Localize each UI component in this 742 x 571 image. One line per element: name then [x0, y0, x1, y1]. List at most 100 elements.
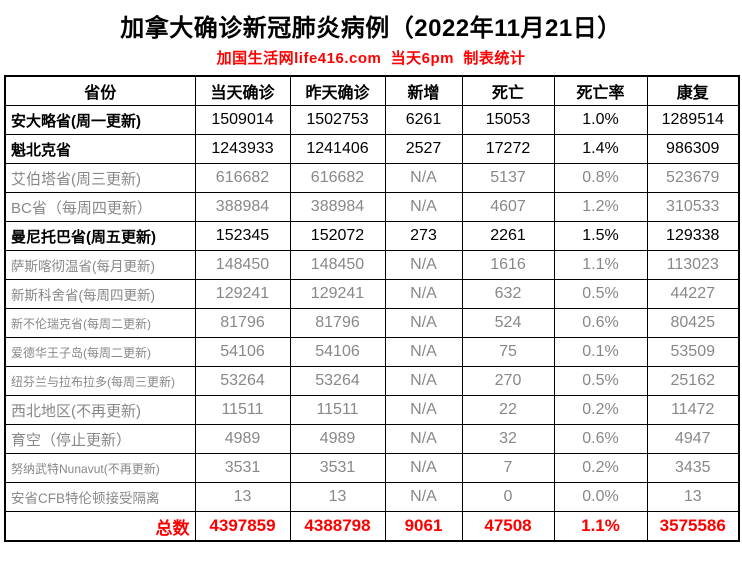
- table-row: BC省（每周四更新） 388984 388984 N/A 4607 1.2% 310533: [4, 192, 740, 222]
- value-cell: 0.2%: [553, 453, 648, 483]
- table-row: 魁北克省 1243933 1241406 2527 17272 1.4% 986309: [4, 134, 740, 164]
- province-cell: 总数: [4, 511, 196, 542]
- value-cell: 1502753: [289, 105, 386, 135]
- value-cell: 0.5%: [553, 279, 648, 309]
- province-cell: 爱德华王子岛(每周二更新): [4, 337, 196, 367]
- value-cell: 129241: [194, 279, 291, 309]
- table-header-row: 省份 当天确诊 昨天确诊 新增 死亡 死亡率 康复: [4, 75, 740, 106]
- value-cell: 148450: [194, 250, 291, 280]
- value-cell: 11511: [289, 395, 386, 425]
- table-row: 努纳武特Nunavut(不再更新) 3531 3531 N/A 7 0.2% 3435: [4, 453, 740, 483]
- province-cell: 安大略省(周一更新): [4, 105, 196, 135]
- value-cell: 986309: [646, 134, 740, 164]
- value-cell: 1509014: [194, 105, 291, 135]
- table-row: 曼尼托巴省(周五更新) 152345 152072 273 2261 1.5% 129338: [4, 221, 740, 251]
- value-cell: 4397859: [194, 511, 291, 542]
- value-cell: 3531: [194, 453, 291, 483]
- value-cell: 5137: [461, 163, 555, 193]
- province-cell: 魁北克省: [4, 134, 196, 164]
- column-header-1: 当天确诊: [194, 75, 291, 106]
- value-cell: 4989: [289, 424, 386, 454]
- value-cell: 0.8%: [553, 163, 648, 193]
- value-cell: 1.5%: [553, 221, 648, 251]
- column-header-4: 死亡: [461, 75, 555, 106]
- value-cell: 616682: [194, 163, 291, 193]
- value-cell: N/A: [384, 337, 463, 367]
- value-cell: 80425: [646, 308, 740, 338]
- column-header-2: 昨天确诊: [289, 75, 386, 106]
- value-cell: 0: [461, 482, 555, 512]
- value-cell: 13: [194, 482, 291, 512]
- table-row: 西北地区(不再更新) 11511 11511 N/A 22 0.2% 11472: [4, 395, 740, 425]
- value-cell: 3575586: [646, 511, 740, 542]
- table-row: 育空（停止更新） 4989 4989 N/A 32 0.6% 4947: [4, 424, 740, 454]
- table-row: 安大略省(周一更新) 1509014 1502753 6261 15053 1.0% 128…: [4, 105, 740, 135]
- value-cell: N/A: [384, 453, 463, 483]
- table-row: 萨斯喀彻温省(每月更新) 148450 148450 N/A 1616 1.1% 11302…: [4, 250, 740, 280]
- value-cell: 1.4%: [553, 134, 648, 164]
- province-cell: 安省CFB特伦顿接受隔离: [4, 482, 196, 512]
- column-header-0: 省份: [4, 75, 196, 106]
- province-cell: BC省（每周四更新）: [4, 192, 196, 222]
- value-cell: 11511: [194, 395, 291, 425]
- value-cell: 129338: [646, 221, 740, 251]
- value-cell: 13: [646, 482, 740, 512]
- value-cell: 25162: [646, 366, 740, 396]
- value-cell: 44227: [646, 279, 740, 309]
- value-cell: 1.1%: [553, 250, 648, 280]
- value-cell: 6261: [384, 105, 463, 135]
- value-cell: 53509: [646, 337, 740, 367]
- value-cell: 47508: [461, 511, 555, 542]
- value-cell: 1616: [461, 250, 555, 280]
- value-cell: N/A: [384, 366, 463, 396]
- value-cell: N/A: [384, 482, 463, 512]
- table-row: 艾伯塔省(周三更新) 616682 616682 N/A 5137 0.8% 523679: [4, 163, 740, 193]
- value-cell: 4947: [646, 424, 740, 454]
- total-row: 总数 4397859 4388798 9061 47508 1.1% 3575586: [4, 511, 740, 542]
- value-cell: 0.0%: [553, 482, 648, 512]
- value-cell: 388984: [194, 192, 291, 222]
- table-row: 纽芬兰与拉布拉多(每周三更新) 53264 53264 N/A 270 0.5% 25162: [4, 366, 740, 396]
- value-cell: 1241406: [289, 134, 386, 164]
- value-cell: 4989: [194, 424, 291, 454]
- value-cell: N/A: [384, 163, 463, 193]
- province-cell: 新不伦瑞克省(每周二更新): [4, 308, 196, 338]
- value-cell: 310533: [646, 192, 740, 222]
- province-cell: 努纳武特Nunavut(不再更新): [4, 453, 196, 483]
- value-cell: 523679: [646, 163, 740, 193]
- value-cell: N/A: [384, 279, 463, 309]
- column-header-3: 新增: [384, 75, 463, 106]
- value-cell: N/A: [384, 192, 463, 222]
- value-cell: 0.6%: [553, 308, 648, 338]
- value-cell: 53264: [194, 366, 291, 396]
- page-title: 加拿大确诊新冠肺炎病例（2022年11月21日）: [120, 15, 622, 42]
- value-cell: 129241: [289, 279, 386, 309]
- value-cell: 152345: [194, 221, 291, 251]
- page-subtitle: 加国生活网life416.com 当天6pm 制表统计: [216, 50, 526, 67]
- column-header-6: 康复: [646, 75, 740, 106]
- value-cell: N/A: [384, 250, 463, 280]
- table-row: 爱德华王子岛(每周二更新) 54106 54106 N/A 75 0.1% 53509: [4, 337, 740, 367]
- value-cell: 2527: [384, 134, 463, 164]
- province-cell: 育空（停止更新）: [4, 424, 196, 454]
- province-cell: 纽芬兰与拉布拉多(每周三更新): [4, 366, 196, 396]
- province-cell: 萨斯喀彻温省(每月更新): [4, 250, 196, 280]
- value-cell: 22: [461, 395, 555, 425]
- value-cell: 81796: [194, 308, 291, 338]
- value-cell: 1289514: [646, 105, 740, 135]
- value-cell: 54106: [289, 337, 386, 367]
- value-cell: 632: [461, 279, 555, 309]
- value-cell: 1.2%: [553, 192, 648, 222]
- value-cell: 148450: [289, 250, 386, 280]
- value-cell: 0.1%: [553, 337, 648, 367]
- value-cell: 53264: [289, 366, 386, 396]
- value-cell: 1.0%: [553, 105, 648, 135]
- value-cell: 616682: [289, 163, 386, 193]
- value-cell: 15053: [461, 105, 555, 135]
- value-cell: 11472: [646, 395, 740, 425]
- value-cell: 54106: [194, 337, 291, 367]
- value-cell: 32: [461, 424, 555, 454]
- value-cell: 9061: [384, 511, 463, 542]
- value-cell: 7: [461, 453, 555, 483]
